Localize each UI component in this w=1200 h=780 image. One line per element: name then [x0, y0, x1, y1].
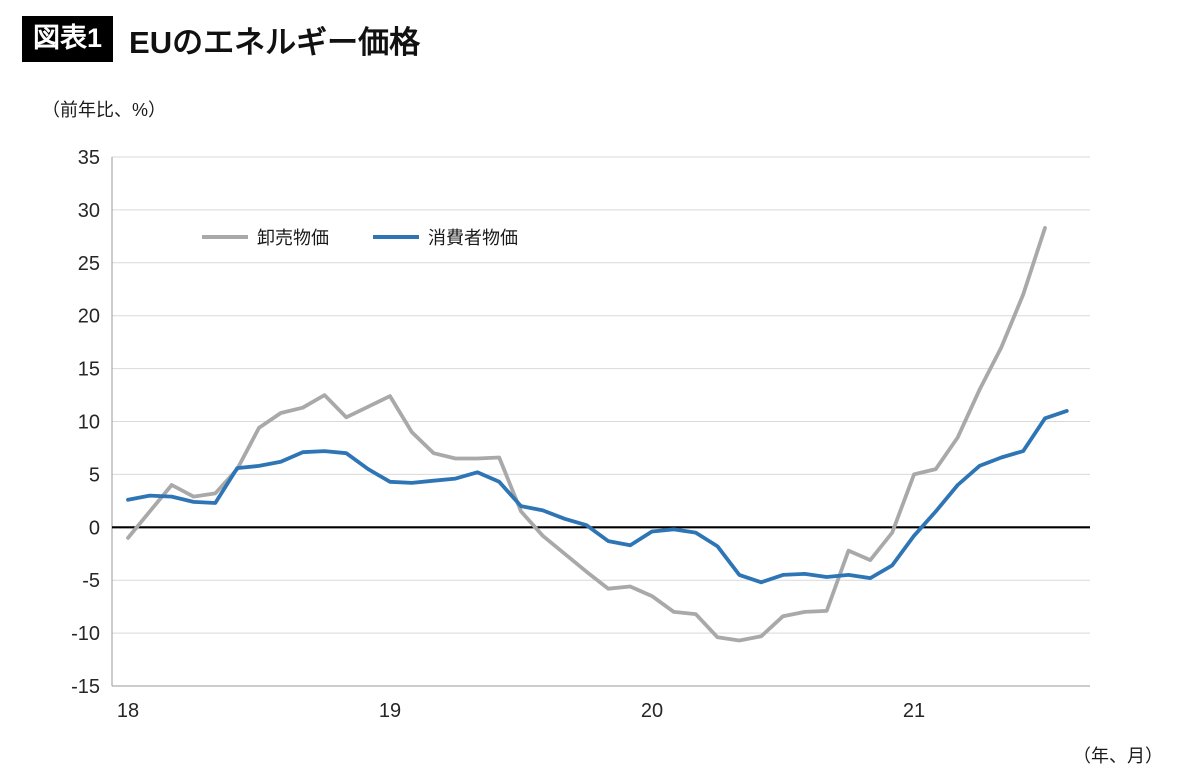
x-tick-label: 19	[379, 700, 401, 722]
x-tick-label: 21	[903, 700, 925, 722]
legend-label-consumer: 消費者物価	[428, 228, 518, 248]
y-tick-label: -15	[71, 676, 100, 698]
figure-number-badge: 図表1	[22, 16, 114, 62]
wholesale-line	[126, 225, 1047, 643]
y-tick-label: 15	[78, 359, 100, 381]
y-tick-label: 10	[78, 412, 100, 434]
legend: 卸売物価 消費者物価	[202, 224, 562, 250]
x-tick-label: 20	[641, 700, 663, 722]
y-axis-unit-label: （前年比、%）	[42, 100, 167, 120]
y-tick-label: 30	[78, 200, 100, 222]
legend-label-wholesale: 卸売物価	[257, 228, 329, 248]
legend-item-wholesale: 卸売物価	[202, 224, 329, 250]
y-tick-label: -10	[71, 623, 100, 645]
consumer-line	[126, 408, 1069, 585]
wholesale-line-swatch	[202, 235, 248, 239]
x-axis-unit-label: （年、月）	[1073, 746, 1163, 766]
y-tick-label: 0	[89, 517, 100, 539]
chart-title: EUのエネルギー価格	[129, 24, 421, 60]
chart-header: 図表1 EUのエネルギー価格	[22, 16, 420, 62]
y-tick-label: 35	[78, 147, 100, 169]
legend-item-consumer: 消費者物価	[373, 224, 518, 250]
x-tick-label: 18	[117, 700, 139, 722]
y-tick-label: 20	[78, 306, 100, 328]
y-tick-label: 25	[78, 253, 100, 275]
consumer-line-swatch	[373, 235, 419, 239]
y-tick-label: -5	[82, 570, 100, 592]
y-tick-label: 5	[89, 464, 100, 486]
